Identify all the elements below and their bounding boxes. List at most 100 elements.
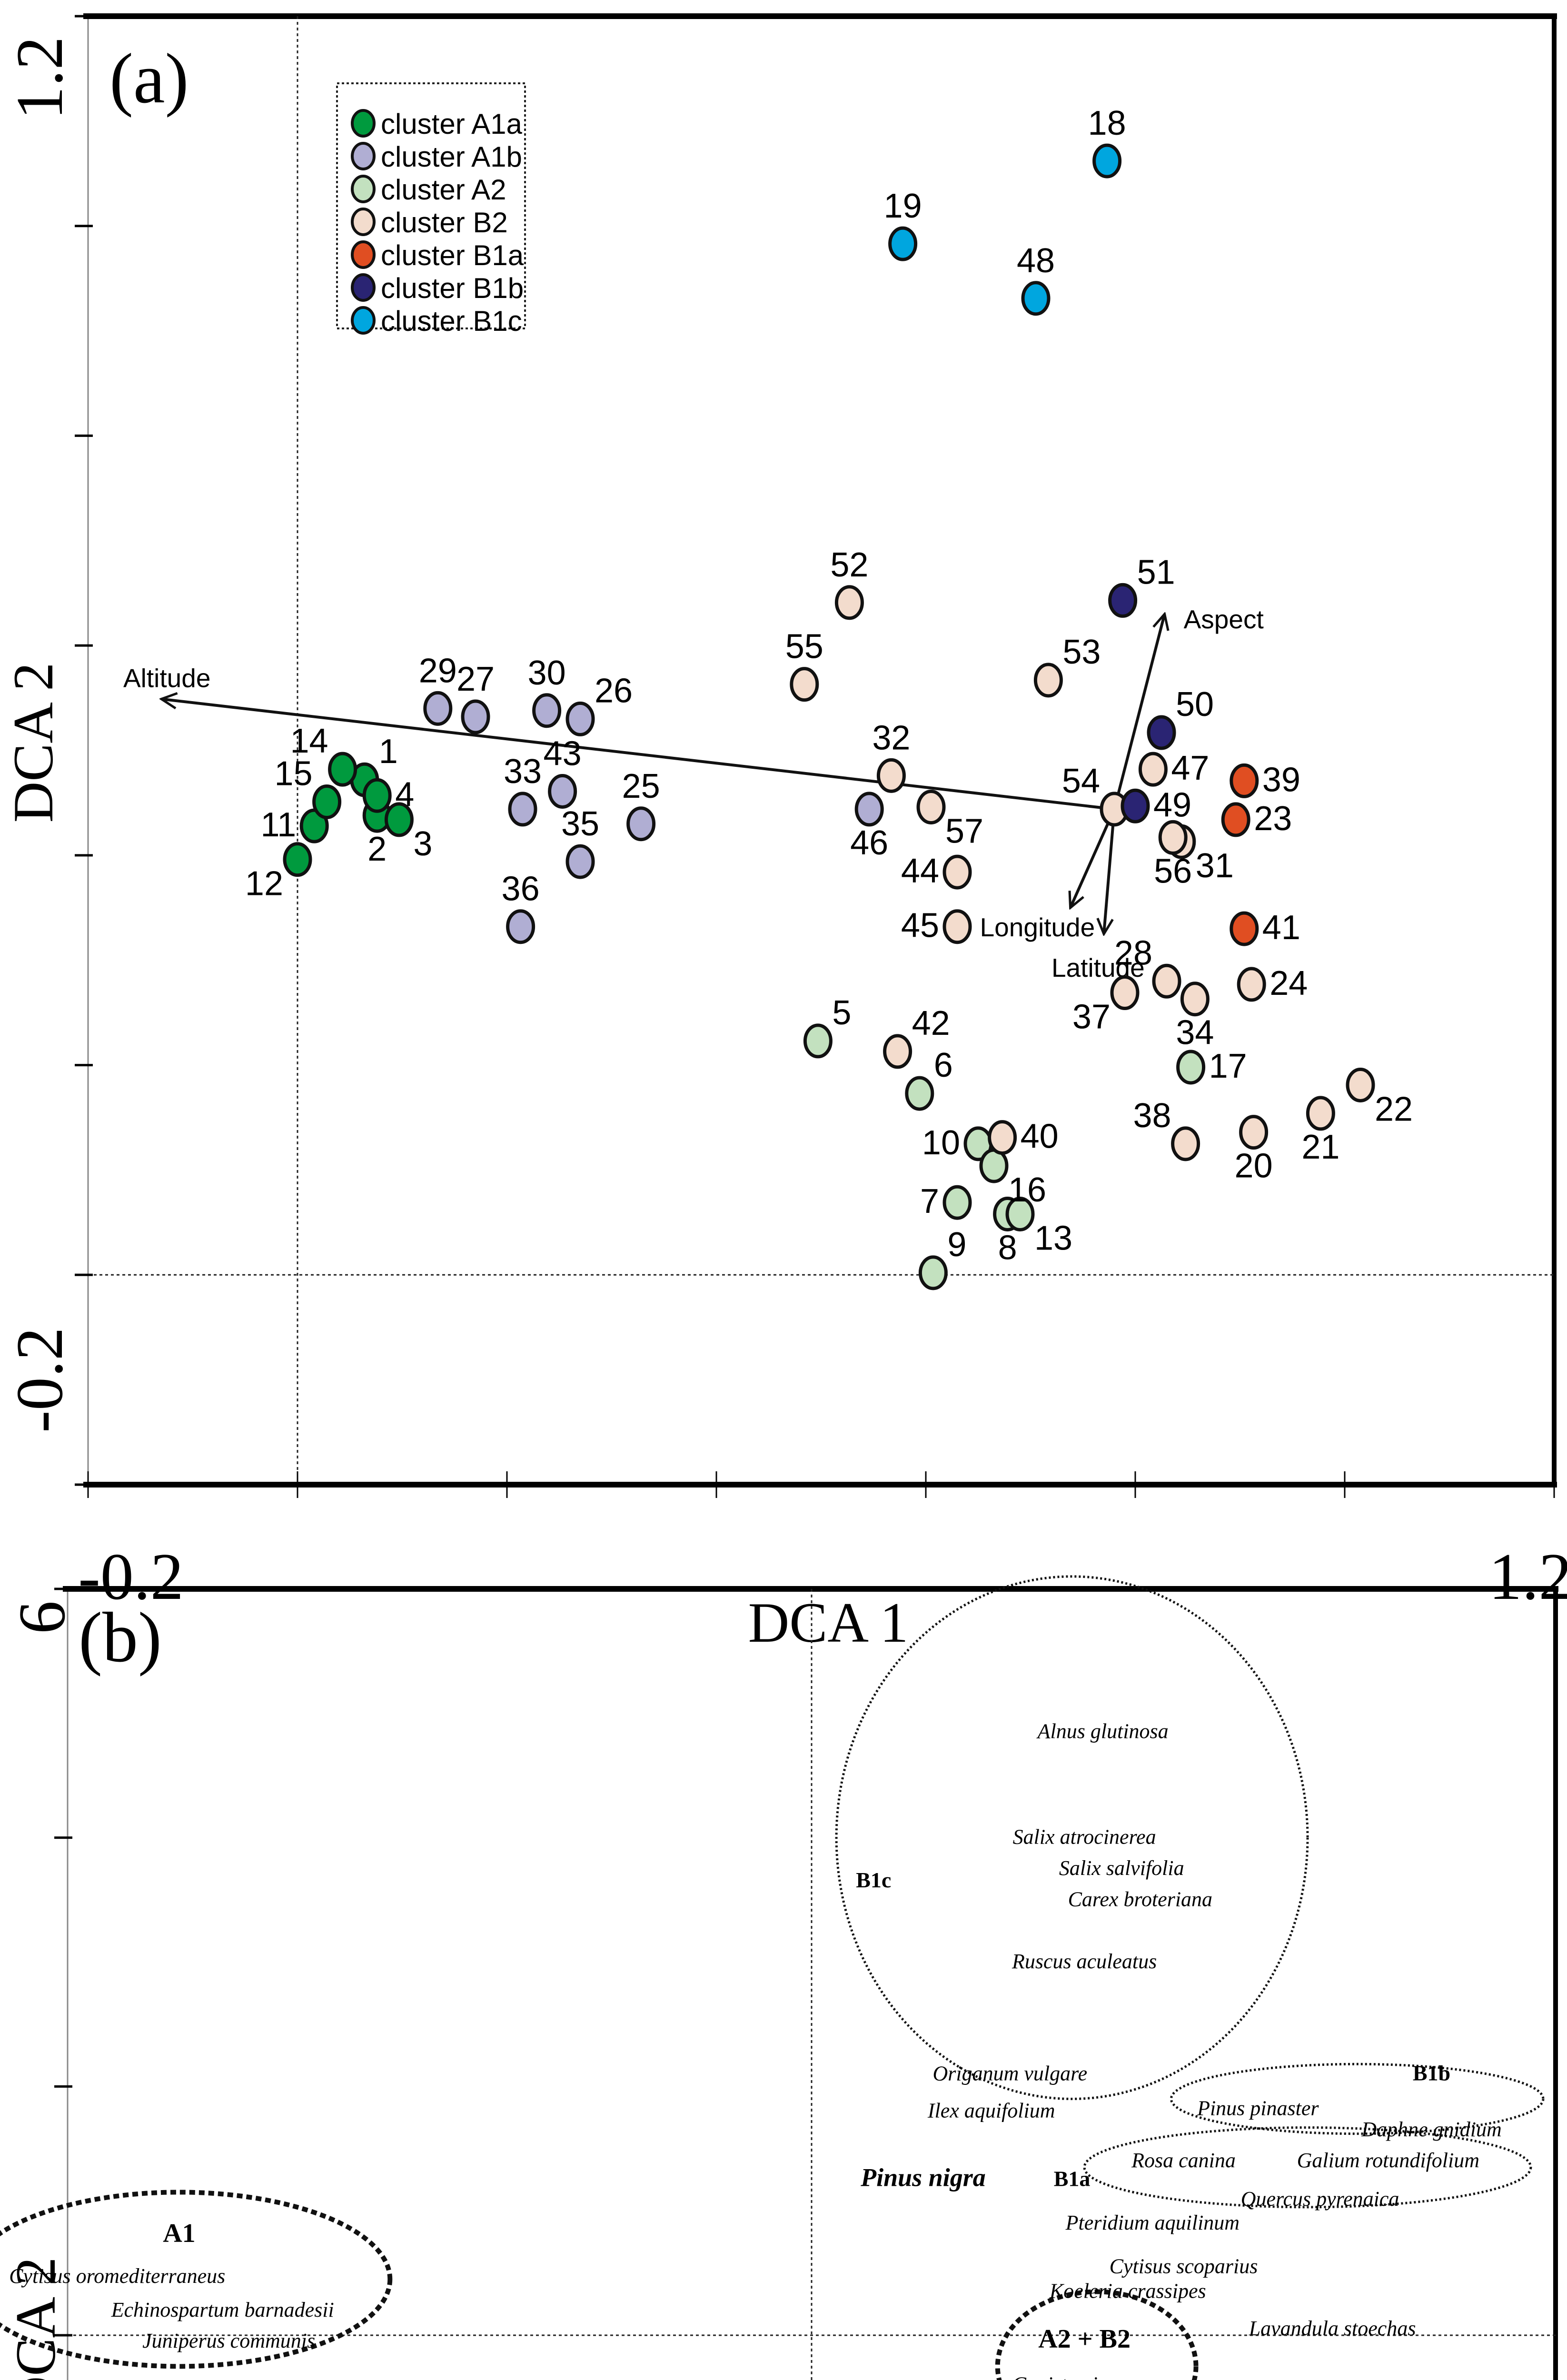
data-point (565, 844, 595, 879)
point-label: 41 (1262, 909, 1300, 947)
point-label: 30 (528, 654, 566, 692)
data-point (506, 909, 536, 944)
group-label: A2 + B2 (1038, 2324, 1131, 2354)
data-point (883, 1034, 912, 1069)
point-label: 1 (379, 733, 398, 771)
point-label: 20 (1235, 1147, 1273, 1185)
point-label: 31 (1196, 847, 1234, 885)
group-label: B1c (856, 1868, 891, 1892)
point-label: 18 (1088, 104, 1126, 142)
data-point (988, 1120, 1017, 1155)
data-point (1239, 1115, 1269, 1150)
vector-latitude (1104, 809, 1116, 934)
data-point (532, 693, 562, 728)
y-tick-label: 1.2 (3, 37, 77, 120)
data-point (312, 784, 342, 819)
point-label: 50 (1176, 685, 1214, 724)
data-point (918, 1255, 948, 1290)
data-point (1346, 1067, 1375, 1102)
species-label: Pteridium aquilinum (1065, 2211, 1240, 2234)
data-point (854, 792, 884, 827)
series-B1c: 18 19 48 (884, 104, 1126, 316)
group-ellipse-b1b (1170, 2063, 1545, 2135)
point-label: 35 (561, 805, 599, 843)
data-point (1171, 1126, 1200, 1161)
point-label: 25 (622, 767, 660, 805)
y-axis-label: DCA 2 (4, 2257, 67, 2380)
point-label: 47 (1171, 749, 1209, 787)
data-point (916, 789, 946, 824)
data-point (942, 854, 972, 890)
legend-entry: cluster B1a (381, 239, 524, 271)
species-label: Carex broteriana (1068, 1887, 1213, 1911)
point-label: 17 (1209, 1047, 1247, 1085)
species-label: Daphne gnidium (1361, 2118, 1502, 2141)
data-point (508, 792, 537, 827)
legend-swatch (351, 306, 376, 335)
species-label: Genista cinerascens (1012, 2373, 1181, 2380)
point-label: 43 (544, 734, 582, 773)
species-label: Echinospartum barnadesii (111, 2298, 334, 2321)
legend-swatch (351, 142, 376, 170)
point-label: 7 (920, 1182, 939, 1220)
legend-entry: cluster B1c (381, 305, 522, 337)
data-point (803, 1023, 833, 1059)
point-label: 56 (1154, 852, 1192, 890)
species-label: Lavandula stoechas (1249, 2317, 1416, 2340)
point-label: 27 (456, 660, 495, 698)
point-label: 10 (922, 1124, 960, 1162)
point-label: 14 (290, 722, 328, 760)
point-label: 29 (419, 652, 457, 690)
group-ellipse-a2b2 (995, 2289, 1199, 2380)
point-label: 53 (1062, 633, 1101, 671)
point-label: 12 (245, 865, 283, 903)
point-label: 13 (1034, 1219, 1072, 1257)
point-label: 48 (1017, 242, 1055, 280)
point-label: 21 (1301, 1128, 1339, 1166)
point-label: 55 (785, 628, 823, 666)
point-label: 2 (367, 830, 387, 868)
species-label: Cytisus oromediterraneus (9, 2264, 225, 2288)
data-point (1033, 663, 1063, 698)
species-label: Salix atrocinerea (1013, 1825, 1156, 1849)
data-point (1306, 1096, 1335, 1131)
point-label: 46 (850, 824, 888, 862)
point-label: 24 (1269, 964, 1308, 1002)
point-label: 3 (413, 825, 432, 863)
point-label: 54 (1062, 762, 1100, 800)
data-point (1230, 763, 1259, 798)
vector-longitude (1071, 808, 1116, 908)
y-tick-label: -0.2 (3, 1327, 77, 1433)
panel-label: (a) (109, 39, 188, 118)
species-label: Koeleria crassipes (1049, 2280, 1206, 2303)
species-label: Galium rotundifolium (1297, 2149, 1479, 2172)
point-label: 9 (947, 1226, 966, 1264)
species-label: Juniperus communis (142, 2329, 315, 2352)
data-point (1152, 963, 1181, 999)
point-label: 22 (1375, 1090, 1413, 1128)
point-label: 8 (998, 1229, 1017, 1267)
data-point (1158, 820, 1188, 855)
data-point (888, 226, 918, 261)
group-ellipse-b1a (1083, 2126, 1532, 2209)
point-label: 5 (832, 994, 851, 1032)
legend-entry: cluster B2 (381, 207, 508, 238)
point-label: 34 (1176, 1014, 1214, 1052)
x-axis-label: DCA 1 (748, 1591, 909, 1654)
species-label: Salix salvifolia (1059, 1856, 1184, 1880)
data-point (1176, 1050, 1206, 1085)
species-label: Ilex aquifolium (927, 2099, 1055, 2122)
legend-swatch (351, 175, 376, 203)
point-label: 23 (1254, 800, 1292, 838)
vector-aspect (1113, 614, 1165, 810)
point-label: 37 (1072, 998, 1111, 1036)
vector-label: Aspect (1184, 605, 1264, 634)
species-label: Pinus pinaster (1197, 2096, 1319, 2120)
panel-label: (b) (79, 1598, 162, 1677)
data-point (1092, 143, 1122, 178)
species-label: Pinus nigra (860, 2163, 986, 2192)
